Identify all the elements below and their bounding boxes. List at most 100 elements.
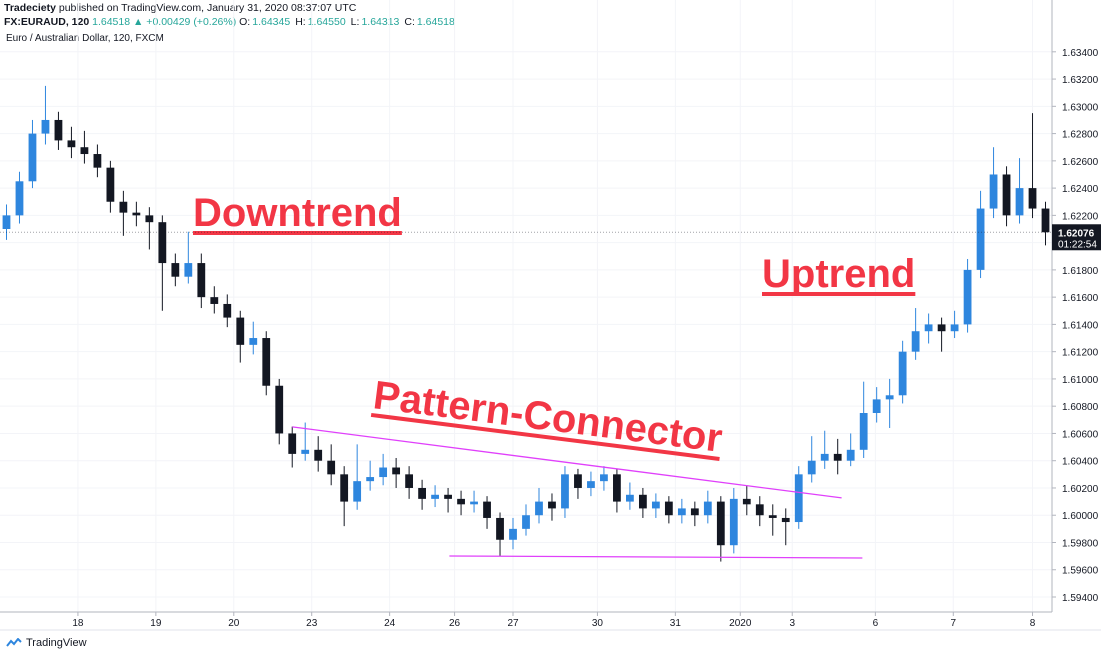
ohlc-key: C: [404,16,415,28]
candle-body [132,212,141,216]
candle-body [729,498,738,546]
candle-body [470,501,478,505]
logo [6,638,22,647]
candle-body [288,433,297,454]
candle-body [859,413,868,450]
candle-body [28,133,37,182]
x-tick-label: 3 [789,618,795,629]
candle-body [145,215,154,223]
candle-body [1015,188,1024,216]
candle-body [444,494,452,499]
candle-body [846,449,855,461]
candle-body [353,481,362,502]
candle-body [327,460,336,475]
brand: TradingView [26,637,87,649]
annotation-underline [370,412,720,461]
candle-body [301,449,310,454]
candle-body [119,201,128,213]
candle-body [613,474,621,502]
last-price-label: 1.62076 [1058,228,1095,239]
candle-body [340,474,349,502]
candle-body [690,508,699,516]
y-tick-label: 1.60400 [1062,457,1099,468]
candle-body [80,147,89,155]
candle-body [976,208,985,270]
y-tick-label: 1.59400 [1062,593,1099,604]
candle-body [158,222,167,264]
candle-body [210,297,219,304]
candle-body [924,324,933,332]
candle-body [236,317,245,345]
ohlc-value: 1.64550 [307,16,346,28]
x-tick-label: 2020 [729,618,752,629]
candle-body [963,269,972,325]
candle-body [703,501,712,516]
candle-body [405,474,414,488]
candle-body [781,517,790,523]
candle-body [2,215,11,229]
x-tick-label: 26 [449,618,461,629]
annotation-text: Pattern-Connector [371,373,725,461]
y-tick-label: 1.60000 [1062,511,1099,522]
x-tick-label: 8 [1030,618,1036,629]
candle-body [483,501,491,518]
candle-body [314,449,323,461]
y-tick-label: 1.62400 [1062,184,1099,195]
y-tick-label: 1.61000 [1062,375,1099,386]
ohlc-value: 1.64518 [416,16,455,28]
x-tick-label: 30 [592,618,604,629]
candle-body [93,154,102,168]
candle-body [392,467,401,475]
y-tick-label: 1.62600 [1062,157,1099,168]
y-tick-label: 1.59800 [1062,538,1099,549]
countdown-label: 01:22:54 [1058,239,1097,250]
candle-body [184,263,193,277]
candle-body [872,399,881,414]
candle-body [885,395,894,400]
candle-body [431,494,439,499]
candle-body [496,517,504,540]
candle-body [742,498,751,505]
annotation-underline [193,231,402,235]
candle-body [223,303,232,318]
candle-body [638,494,647,509]
y-tick-label: 1.62200 [1062,211,1099,222]
candle-body [911,331,920,352]
candle-body [535,501,543,516]
x-tick-label: 7 [951,618,957,629]
y-tick-label: 1.62800 [1062,130,1099,141]
x-tick-label: 20 [228,618,240,629]
x-tick-label: 19 [150,618,162,629]
candle-body [807,460,816,475]
x-tick-label: 23 [306,618,318,629]
candle-body [106,167,115,202]
ohlc-key: O: [239,16,251,28]
chart-title: Euro / Australian Dollar, 120, FXCM [6,33,164,44]
symbol: FX:EURAUD, 120 [4,16,90,28]
candle-body [820,453,829,461]
ohlc-key: L: [350,16,360,28]
candle-body [509,528,517,540]
x-tick-label: 27 [507,618,519,629]
y-tick-label: 1.61400 [1062,320,1099,331]
change: ▲ +0.00429 (+0.26%) [133,16,237,28]
candle-body [651,501,660,509]
candle-body [989,174,998,209]
y-tick-label: 1.61600 [1062,293,1099,304]
candle-body [664,501,673,516]
candle-body [677,508,686,516]
x-tick-label: 31 [670,618,682,629]
candle-body [768,515,777,518]
y-tick-label: 1.61200 [1062,348,1099,359]
y-tick-label: 1.60200 [1062,484,1099,495]
annotation-text: Downtrend [193,191,402,235]
candle-body [15,181,24,216]
candle-body [716,501,725,546]
candle-body [249,338,258,345]
candle-body [41,119,50,134]
candle-body [626,494,634,502]
candle-body [950,324,959,332]
price: 1.64518 [92,16,131,28]
annotation: Downtrend [193,191,402,235]
trendline [292,426,842,499]
